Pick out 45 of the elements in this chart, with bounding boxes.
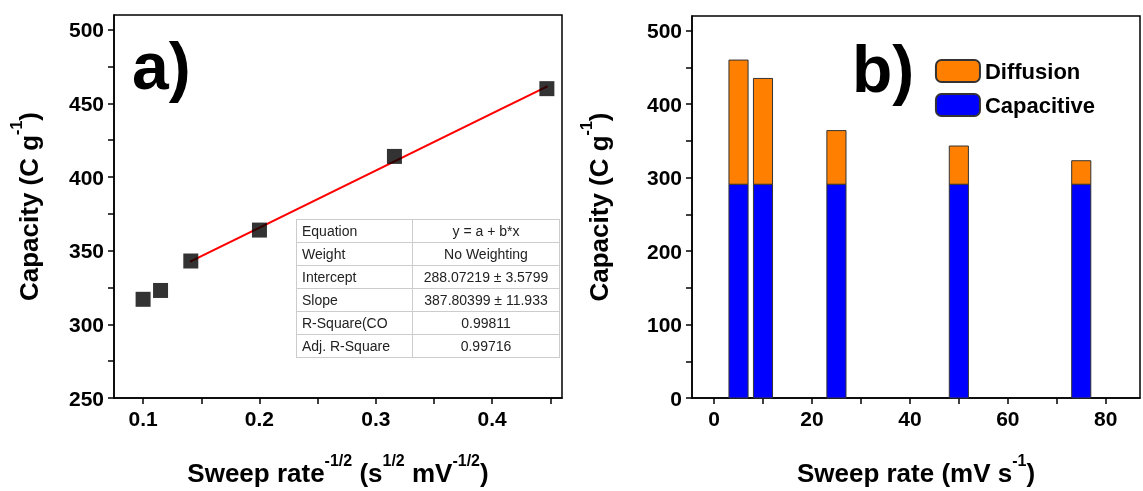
x-tick-label: 60 — [996, 407, 1020, 430]
annotation: Intercept — [296, 265, 413, 289]
x-tick-label: 0 — [708, 407, 720, 430]
y-tick-label: 400 — [68, 165, 104, 189]
y-axis-title: Capacity (C g-1) — [577, 112, 614, 302]
y-tick-label: 300 — [68, 312, 104, 336]
point — [183, 253, 199, 269]
y-tick-label: 350 — [68, 239, 104, 263]
point — [539, 81, 555, 97]
x-tick-label: 0.1 — [128, 407, 158, 430]
y-tick-label: 500 — [646, 19, 682, 43]
annotation: Weight — [296, 242, 413, 266]
annotation: 0.99716 — [412, 334, 560, 358]
y-tick-label: 450 — [68, 91, 104, 115]
annotation: y = a + b*x — [412, 219, 560, 243]
x-tick-label: 80 — [1094, 407, 1118, 430]
y-tick-label: 250 — [68, 386, 104, 410]
annotation: 288.07219 ± 3.5799 — [412, 265, 560, 289]
annotation: Equation — [296, 219, 413, 243]
annotation: 387.80399 ± 11.933 — [412, 288, 560, 312]
y-tick-label: 500 — [68, 18, 104, 42]
y-tick-label: 0 — [670, 386, 682, 410]
annotation: 0.99811 — [412, 311, 560, 335]
annotation: No Weighting — [412, 242, 560, 266]
annotation: Slope — [296, 288, 413, 312]
annotation: b) — [852, 32, 915, 106]
x-tick-label: 40 — [898, 407, 922, 430]
y-tick-label: 200 — [646, 239, 682, 263]
y-tick-label: 400 — [646, 92, 682, 116]
x-tick-label: 0.4 — [477, 407, 508, 430]
annotation: Adj. R-Square — [296, 334, 413, 358]
y-axis-title: Capacity (C g-1) — [7, 111, 44, 302]
x-tick-label: 0.3 — [361, 407, 391, 430]
x-tick-label: 0.2 — [244, 407, 275, 430]
annotation: a) — [132, 29, 191, 103]
point — [251, 222, 267, 238]
legend-label: Capacitive — [984, 92, 1096, 118]
x-tick-label: 20 — [800, 407, 824, 430]
point — [135, 291, 151, 307]
annotation: R-Square(CO — [296, 311, 413, 335]
legend-label: Diffusion — [984, 58, 1081, 84]
y-tick-label: 300 — [646, 166, 682, 190]
y-tick-label: 100 — [646, 313, 682, 337]
point — [386, 148, 402, 164]
point — [153, 282, 169, 298]
